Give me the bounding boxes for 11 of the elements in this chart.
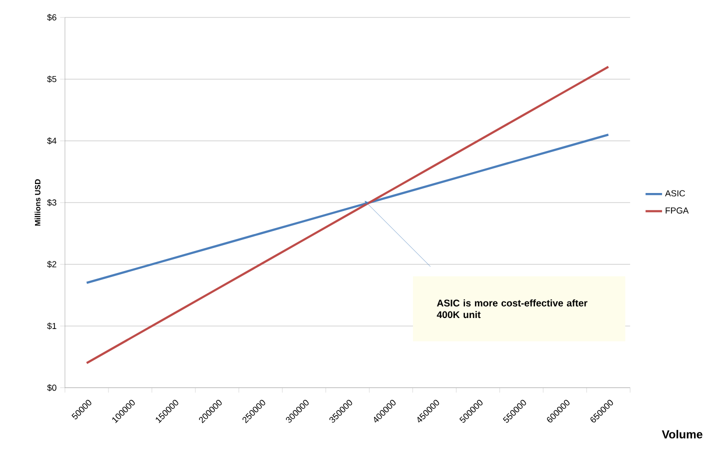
legend-label: FPGA bbox=[666, 207, 689, 214]
y-tick-label: $4 bbox=[47, 137, 56, 144]
x-axis-title: Volume bbox=[662, 430, 702, 438]
legend-label: ASIC bbox=[665, 190, 686, 196]
y-tick-label: $3 bbox=[47, 198, 56, 206]
y-tick-label: $1 bbox=[47, 322, 56, 330]
y-tick-label: $2 bbox=[47, 260, 56, 268]
annotation: ASIC is more cost-effective after 400K unit bbox=[436, 299, 588, 318]
y-tick-label: $0 bbox=[47, 384, 56, 392]
y-tick-label: $5 bbox=[47, 76, 56, 83]
y-tick-label: $6 bbox=[47, 14, 56, 21]
